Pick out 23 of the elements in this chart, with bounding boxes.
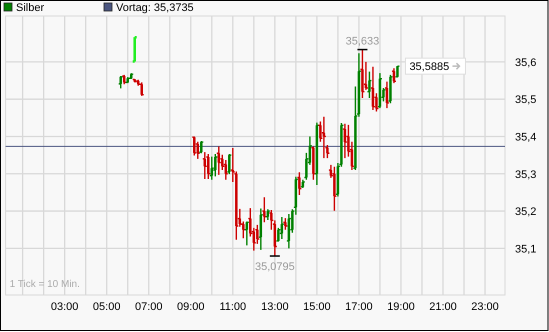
y-tick-label: 35,1 [515,243,536,256]
x-tick-label: 09:00 [177,301,205,313]
y-tick-label: 35,2 [515,206,536,218]
x-tick-label: 05:00 [92,301,120,313]
x-tick-label: 23:00 [471,301,499,313]
x-tick-label: 15:00 [303,301,331,313]
y-tick-label: 35,3 [515,168,536,181]
x-tick-label: 07:00 [134,301,162,313]
x-tick-label: 21:00 [429,301,457,313]
y-tick-label: 35,4 [515,131,536,144]
annotation: 35,5885 [409,61,450,74]
y-tick-label: 35,6 [515,56,536,69]
annotation: 1 Tick = 10 Min. [10,279,80,290]
annotation: 35,633 [346,36,380,48]
legend-label: Vortag: 35,3735 [116,2,194,14]
legend-label: Silber [16,2,44,14]
annotation: 35,0795 [254,261,295,274]
x-tick-label: 19:00 [387,301,415,313]
x-tick-label: 11:00 [219,301,246,313]
x-tick-label: 13:00 [261,301,289,313]
x-tick-label: 17:00 [345,301,373,313]
y-tick-label: 35,5 [515,94,536,106]
x-tick-label: 03:00 [50,301,78,313]
